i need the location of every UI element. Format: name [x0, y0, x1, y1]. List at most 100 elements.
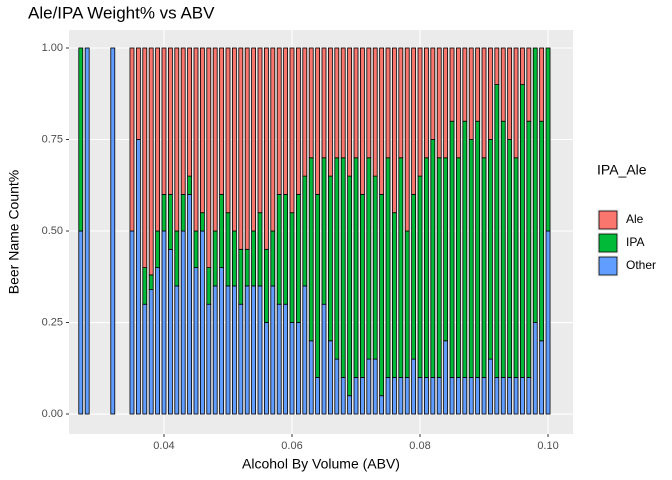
bar-segment — [289, 322, 295, 415]
bar-segment — [475, 120, 481, 378]
bar-segment — [430, 377, 436, 415]
bar-segment — [372, 47, 378, 177]
bar-segment — [353, 377, 359, 415]
legend-swatch — [598, 233, 618, 253]
bar-segment — [436, 377, 442, 415]
bar-segment — [270, 47, 276, 232]
bar-segment — [283, 47, 289, 195]
bar-segment — [500, 377, 506, 415]
bar-segment — [366, 358, 372, 415]
bar-segment — [545, 47, 551, 232]
bar-segment — [539, 340, 545, 415]
legend-label: Ale — [626, 212, 644, 226]
bar-segment — [436, 47, 442, 159]
bar-segment — [372, 358, 378, 415]
bar-segment — [411, 47, 417, 195]
bar-segment — [488, 358, 493, 415]
bar-segment — [385, 377, 391, 415]
legend-label: IPA — [626, 235, 644, 249]
bar-segment — [193, 47, 199, 232]
bar-segment — [148, 47, 154, 276]
y-tick-label: 0.75 — [42, 133, 63, 145]
bar-segment — [424, 377, 429, 415]
bar-segment — [193, 267, 199, 415]
bar-segment — [481, 157, 487, 378]
bar-segment — [494, 84, 500, 378]
x-tick-label: 0.06 — [281, 440, 302, 452]
bar-segment — [206, 303, 212, 415]
bar-segment — [167, 194, 173, 250]
bar-segment — [404, 230, 410, 378]
bar-segment — [513, 377, 519, 415]
bar-segment — [545, 230, 551, 415]
bar-segment — [199, 230, 205, 415]
bar-segment — [187, 175, 192, 195]
bar-segment — [398, 47, 404, 159]
bar-segment — [347, 175, 353, 397]
y-tick-label: 1.00 — [42, 42, 63, 54]
bar-segment — [526, 377, 532, 415]
bar-segment — [449, 47, 455, 122]
bar-segment — [244, 47, 250, 250]
bar-segment — [532, 322, 538, 415]
bar-segment — [187, 47, 192, 177]
bar-segment — [417, 47, 423, 177]
bar-segment — [308, 47, 314, 159]
legend-swatch — [598, 256, 618, 276]
bar-segment — [468, 139, 474, 378]
bar-segment — [212, 47, 218, 232]
bar-segment — [142, 267, 148, 305]
bar-segment — [187, 194, 192, 415]
bar-segment — [488, 47, 493, 140]
bar-segment — [526, 120, 532, 378]
bar-segment — [443, 340, 449, 415]
bar-segment — [161, 47, 167, 195]
bar-segment — [392, 212, 397, 378]
x-axis-title: Alcohol By Volume (ABV) — [242, 456, 400, 472]
bar-segment — [180, 194, 186, 232]
bar-segment — [148, 274, 154, 290]
bar-segment — [270, 230, 276, 287]
bar-segment — [257, 285, 263, 415]
bar-segment — [366, 157, 372, 360]
bar-segment — [392, 377, 397, 415]
bar-segment — [475, 47, 481, 122]
bar-segment — [148, 289, 154, 415]
bar-segment — [296, 47, 301, 195]
bar-segment — [180, 47, 186, 195]
bar-segment — [84, 47, 90, 415]
bar-segment — [539, 120, 545, 342]
bar-segment — [231, 230, 237, 287]
bar-segment — [520, 84, 525, 378]
bar-segment — [334, 358, 340, 415]
bar-segment — [289, 212, 295, 323]
bar-segment — [276, 303, 282, 415]
bar-segment — [360, 47, 365, 195]
bar-segment — [129, 47, 135, 232]
bar-segment — [443, 157, 449, 342]
bar-segment — [513, 47, 519, 159]
bar-segment — [520, 377, 525, 415]
bar-segment — [238, 47, 244, 250]
bar-segment — [372, 175, 378, 360]
y-tick-label: 0.50 — [42, 225, 63, 237]
bar-segment — [500, 47, 506, 122]
bar-segment — [289, 47, 295, 214]
bar-segment — [539, 47, 545, 122]
bar-segment — [296, 194, 301, 323]
bar-segment — [302, 175, 308, 287]
bar-segment — [167, 47, 173, 195]
bar-segment — [321, 157, 327, 305]
bar-segment — [462, 120, 468, 378]
bar-segment — [264, 322, 269, 415]
bar-segment — [340, 47, 346, 159]
legend-label: Other — [626, 258, 656, 272]
bar-segment — [526, 47, 532, 122]
bar-segment — [180, 230, 186, 415]
bar-segment — [251, 230, 256, 287]
bar-segment — [315, 377, 321, 415]
bar-segment — [225, 285, 231, 415]
bar-segment — [135, 47, 141, 140]
bar-segment — [468, 47, 474, 140]
bar-segment — [398, 377, 404, 415]
